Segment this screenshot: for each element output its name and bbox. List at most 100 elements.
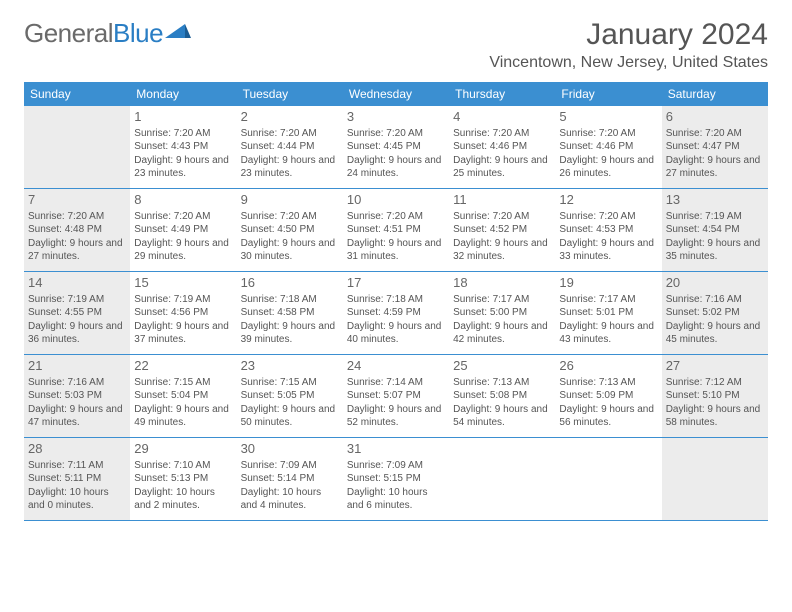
day-number: 25 [453, 357, 551, 375]
daylight-text: Daylight: 9 hours and 39 minutes. [241, 320, 339, 347]
daylight-text: Daylight: 9 hours and 32 minutes. [453, 237, 551, 264]
day-number: 1 [134, 108, 232, 126]
daylight-text: Daylight: 9 hours and 43 minutes. [559, 320, 657, 347]
logo-part1: General [24, 18, 113, 48]
day-cell: 29Sunrise: 7:10 AMSunset: 5:13 PMDayligh… [130, 438, 236, 520]
sunset-text: Sunset: 4:44 PM [241, 140, 339, 154]
day-number: 12 [559, 191, 657, 209]
day-number: 21 [28, 357, 126, 375]
day-cell: 9Sunrise: 7:20 AMSunset: 4:50 PMDaylight… [237, 189, 343, 271]
sunrise-text: Sunrise: 7:20 AM [134, 127, 232, 141]
daylight-text: Daylight: 9 hours and 56 minutes. [559, 403, 657, 430]
sunrise-text: Sunrise: 7:17 AM [453, 293, 551, 307]
day-cell: 28Sunrise: 7:11 AMSunset: 5:11 PMDayligh… [24, 438, 130, 520]
day-cell: 11Sunrise: 7:20 AMSunset: 4:52 PMDayligh… [449, 189, 555, 271]
sunset-text: Sunset: 5:14 PM [241, 472, 339, 486]
weekday-header-cell: Saturday [662, 82, 768, 106]
day-cell: 14Sunrise: 7:19 AMSunset: 4:55 PMDayligh… [24, 272, 130, 354]
week-row: 21Sunrise: 7:16 AMSunset: 5:03 PMDayligh… [24, 355, 768, 438]
weekday-header-cell: Monday [130, 82, 236, 106]
daylight-text: Daylight: 9 hours and 30 minutes. [241, 237, 339, 264]
weekday-header-cell: Thursday [449, 82, 555, 106]
day-cell: 15Sunrise: 7:19 AMSunset: 4:56 PMDayligh… [130, 272, 236, 354]
week-row: 1Sunrise: 7:20 AMSunset: 4:43 PMDaylight… [24, 106, 768, 189]
daylight-text: Daylight: 10 hours and 4 minutes. [241, 486, 339, 513]
daylight-text: Daylight: 9 hours and 31 minutes. [347, 237, 445, 264]
sunset-text: Sunset: 4:46 PM [453, 140, 551, 154]
sunset-text: Sunset: 5:10 PM [666, 389, 764, 403]
day-cell: 10Sunrise: 7:20 AMSunset: 4:51 PMDayligh… [343, 189, 449, 271]
sunrise-text: Sunrise: 7:19 AM [666, 210, 764, 224]
day-cell: 21Sunrise: 7:16 AMSunset: 5:03 PMDayligh… [24, 355, 130, 437]
sunset-text: Sunset: 4:49 PM [134, 223, 232, 237]
day-cell: 22Sunrise: 7:15 AMSunset: 5:04 PMDayligh… [130, 355, 236, 437]
sunset-text: Sunset: 4:52 PM [453, 223, 551, 237]
sunset-text: Sunset: 4:45 PM [347, 140, 445, 154]
day-number: 20 [666, 274, 764, 292]
day-cell: 18Sunrise: 7:17 AMSunset: 5:00 PMDayligh… [449, 272, 555, 354]
calendar-grid: SundayMondayTuesdayWednesdayThursdayFrid… [24, 82, 768, 521]
logo: GeneralBlue [24, 18, 191, 49]
sunset-text: Sunset: 5:03 PM [28, 389, 126, 403]
sunrise-text: Sunrise: 7:15 AM [134, 376, 232, 390]
sunrise-text: Sunrise: 7:09 AM [241, 459, 339, 473]
day-cell: 6Sunrise: 7:20 AMSunset: 4:47 PMDaylight… [662, 106, 768, 188]
sunset-text: Sunset: 4:47 PM [666, 140, 764, 154]
sunrise-text: Sunrise: 7:20 AM [241, 210, 339, 224]
daylight-text: Daylight: 9 hours and 29 minutes. [134, 237, 232, 264]
day-cell [24, 106, 130, 188]
day-cell [662, 438, 768, 520]
day-number: 23 [241, 357, 339, 375]
sunset-text: Sunset: 5:15 PM [347, 472, 445, 486]
day-cell: 3Sunrise: 7:20 AMSunset: 4:45 PMDaylight… [343, 106, 449, 188]
page-header: GeneralBlue January 2024 Vincentown, New… [24, 18, 768, 72]
sunset-text: Sunset: 5:07 PM [347, 389, 445, 403]
sunset-text: Sunset: 5:09 PM [559, 389, 657, 403]
daylight-text: Daylight: 9 hours and 49 minutes. [134, 403, 232, 430]
daylight-text: Daylight: 9 hours and 23 minutes. [134, 154, 232, 181]
sunset-text: Sunset: 5:04 PM [134, 389, 232, 403]
daylight-text: Daylight: 9 hours and 52 minutes. [347, 403, 445, 430]
day-number: 29 [134, 440, 232, 458]
location-text: Vincentown, New Jersey, United States [489, 54, 768, 72]
day-number: 24 [347, 357, 445, 375]
day-cell: 8Sunrise: 7:20 AMSunset: 4:49 PMDaylight… [130, 189, 236, 271]
day-number: 3 [347, 108, 445, 126]
daylight-text: Daylight: 9 hours and 37 minutes. [134, 320, 232, 347]
sunrise-text: Sunrise: 7:20 AM [559, 127, 657, 141]
day-number: 10 [347, 191, 445, 209]
sunrise-text: Sunrise: 7:18 AM [241, 293, 339, 307]
daylight-text: Daylight: 10 hours and 6 minutes. [347, 486, 445, 513]
daylight-text: Daylight: 9 hours and 40 minutes. [347, 320, 445, 347]
sunrise-text: Sunrise: 7:20 AM [666, 127, 764, 141]
daylight-text: Daylight: 10 hours and 0 minutes. [28, 486, 126, 513]
daylight-text: Daylight: 9 hours and 47 minutes. [28, 403, 126, 430]
sunrise-text: Sunrise: 7:18 AM [347, 293, 445, 307]
day-cell: 26Sunrise: 7:13 AMSunset: 5:09 PMDayligh… [555, 355, 661, 437]
week-row: 14Sunrise: 7:19 AMSunset: 4:55 PMDayligh… [24, 272, 768, 355]
sunrise-text: Sunrise: 7:20 AM [453, 210, 551, 224]
day-cell [449, 438, 555, 520]
sunset-text: Sunset: 5:05 PM [241, 389, 339, 403]
sunset-text: Sunset: 5:01 PM [559, 306, 657, 320]
day-cell: 31Sunrise: 7:09 AMSunset: 5:15 PMDayligh… [343, 438, 449, 520]
day-cell: 25Sunrise: 7:13 AMSunset: 5:08 PMDayligh… [449, 355, 555, 437]
sunrise-text: Sunrise: 7:13 AM [559, 376, 657, 390]
sunset-text: Sunset: 4:50 PM [241, 223, 339, 237]
day-number: 30 [241, 440, 339, 458]
day-number: 11 [453, 191, 551, 209]
day-cell: 2Sunrise: 7:20 AMSunset: 4:44 PMDaylight… [237, 106, 343, 188]
daylight-text: Daylight: 9 hours and 54 minutes. [453, 403, 551, 430]
day-number: 17 [347, 274, 445, 292]
weekday-header-cell: Friday [555, 82, 661, 106]
day-cell: 7Sunrise: 7:20 AMSunset: 4:48 PMDaylight… [24, 189, 130, 271]
sunrise-text: Sunrise: 7:17 AM [559, 293, 657, 307]
weekday-header-cell: Tuesday [237, 82, 343, 106]
daylight-text: Daylight: 9 hours and 27 minutes. [666, 154, 764, 181]
day-cell: 13Sunrise: 7:19 AMSunset: 4:54 PMDayligh… [662, 189, 768, 271]
day-number: 27 [666, 357, 764, 375]
weekday-header-row: SundayMondayTuesdayWednesdayThursdayFrid… [24, 82, 768, 106]
sunrise-text: Sunrise: 7:20 AM [559, 210, 657, 224]
sunrise-text: Sunrise: 7:20 AM [134, 210, 232, 224]
sunset-text: Sunset: 4:51 PM [347, 223, 445, 237]
